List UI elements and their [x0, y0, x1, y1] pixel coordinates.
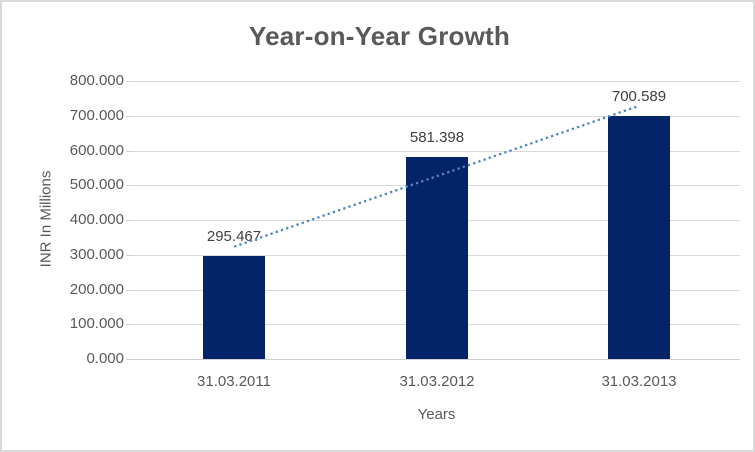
y-axis-tick	[126, 220, 133, 221]
y-tick-label: 300.000	[69, 246, 124, 263]
y-tick-label: 0.000	[86, 350, 124, 367]
chart-title: Year-on-Year Growth	[249, 21, 510, 51]
bar	[406, 157, 468, 359]
y-axis-tick	[126, 255, 133, 256]
y-tick-label: 800.000	[69, 72, 124, 89]
y-tick-label: 500.000	[69, 176, 124, 193]
y-axis-tick	[126, 359, 133, 360]
bar-data-label: 581.398	[409, 129, 465, 146]
x-axis-title: Years	[417, 406, 456, 423]
y-tick-label: 100.000	[69, 315, 124, 332]
x-category-label: 31.03.2011	[197, 373, 271, 390]
y-axis-tick	[126, 185, 133, 186]
y-axis-tick	[126, 290, 133, 291]
y-axis-tick	[126, 324, 133, 325]
bar-data-label: 700.589	[611, 88, 667, 105]
bar	[203, 256, 265, 359]
bar-data-label: 295.467	[206, 228, 262, 245]
y-tick-label: 200.000	[69, 281, 124, 298]
gridline	[133, 81, 740, 82]
x-category-label: 31.03.2013	[601, 373, 677, 390]
y-tick-label: 600.000	[69, 142, 124, 159]
y-tick-label: 700.000	[69, 107, 124, 124]
x-category-label: 31.03.2012	[399, 373, 475, 390]
y-axis-tick	[126, 116, 133, 117]
y-axis-tick	[126, 151, 133, 152]
bar	[608, 116, 670, 359]
x-axis-line	[133, 359, 740, 360]
y-tick-label: 400.000	[69, 211, 124, 228]
y-axis-tick	[126, 81, 133, 82]
